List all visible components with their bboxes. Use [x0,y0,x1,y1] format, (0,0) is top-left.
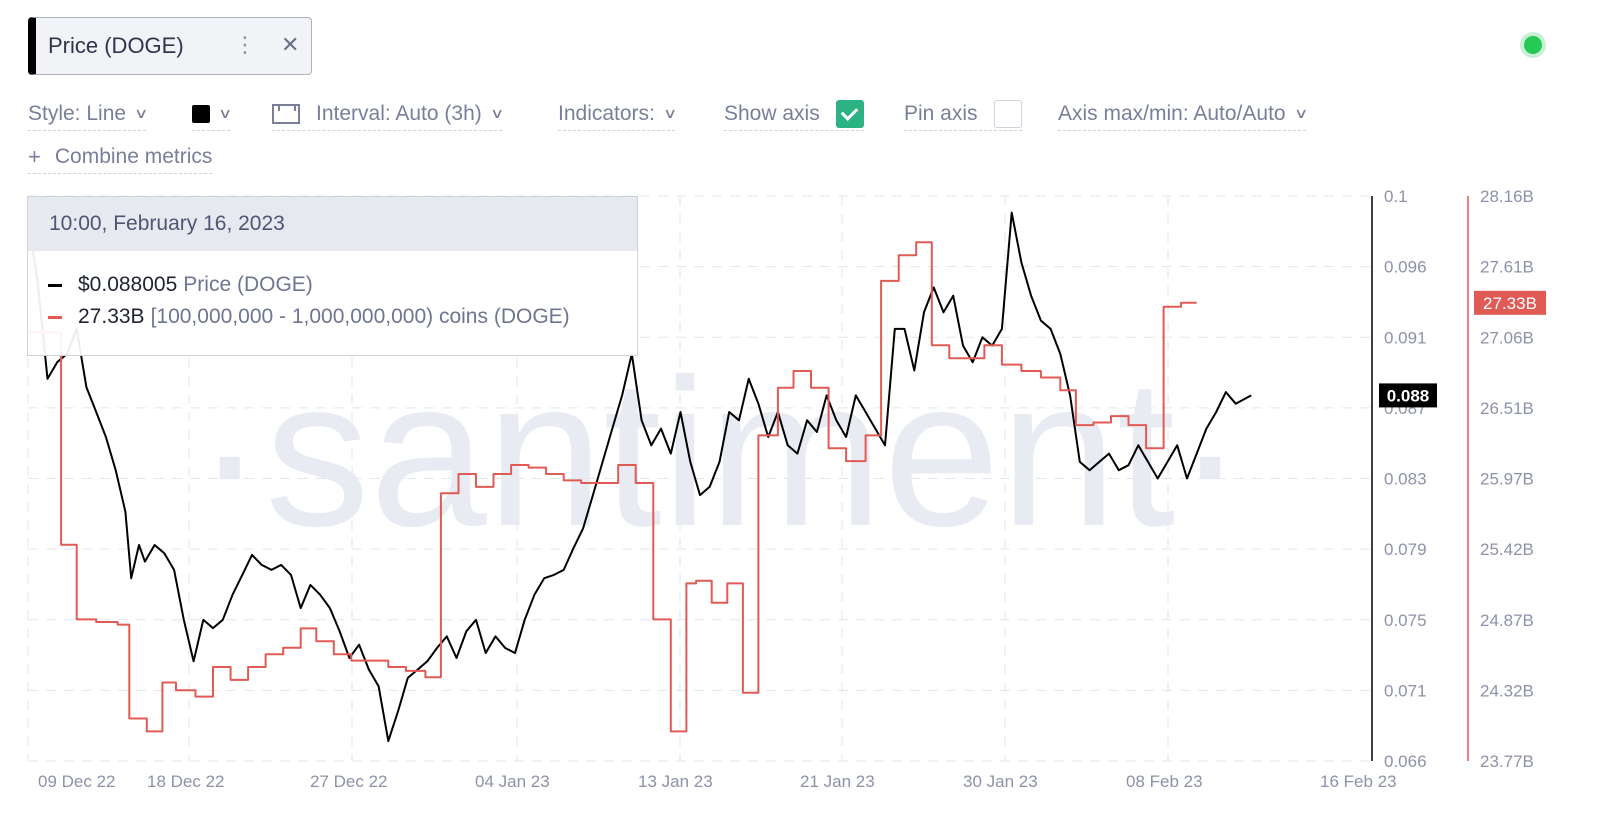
x-tick-label: 09 Dec 22 [38,772,116,791]
chevron-down-icon: ∨ [662,105,678,121]
chevron-down-icon: ∨ [1293,105,1308,121]
tooltip-price-value: $0.088005 [78,273,178,296]
tooltip-row-holders: 27.33B [100,000,000 - 1,000,000,000) coi… [48,305,570,329]
price-tick-label: 0.075 [1384,611,1427,630]
holders-tick-label: 23.77B [1480,752,1534,771]
holders-tick-label: 27.06B [1480,328,1534,347]
combine-metrics-label: Combine metrics [54,144,213,168]
price-tick-label: 0.1 [1384,187,1408,206]
indicators-dropdown-label: Indicators: [558,101,655,125]
tooltip-holders-value: 27.33B [78,305,145,328]
price-tick-label: 0.071 [1384,681,1427,700]
x-tick-label: 21 Jan 23 [800,772,875,791]
interval-dropdown-label: Interval: Auto (3h) [316,101,482,125]
chart-tooltip: 10:00, February 16, 2023 $0.088005 Price… [27,196,638,356]
holders-current-label: 27.33B [1483,294,1537,313]
interval-dropdown[interactable]: Interval: Auto (3h) ∨ [272,97,505,131]
tooltip-holders-name: [100,000,000 - 1,000,000,000) coins (DOG… [150,305,570,328]
price-tick-label: 0.083 [1384,470,1427,489]
price-tick-label: 0.079 [1384,540,1427,559]
price-current-label: 0.088 [1387,386,1430,405]
holders-tick-label: 28.16B [1480,187,1534,206]
combine-metrics-button[interactable]: + Combine metrics [28,140,213,174]
series-color-marker [48,315,62,319]
x-tick-label: 16 Feb 23 [1320,772,1397,791]
live-status-icon [1524,36,1542,54]
pin-axis-checkbox[interactable] [993,99,1022,128]
x-tick-label: 27 Dec 22 [310,772,388,791]
plus-icon: + [28,143,41,169]
tooltip-price-name: Price (DOGE) [183,273,313,296]
x-tick-label: 08 Feb 23 [1126,772,1203,791]
tooltip-row-price: $0.088005 Price (DOGE) [48,273,313,297]
holders-current-badge [1474,290,1546,315]
show-axis-checkbox[interactable] [835,99,864,128]
price-tick-label: 0.066 [1384,752,1427,771]
holders-tick-label: 24.87B [1480,611,1534,630]
holders-tick-label: 24.32B [1480,681,1534,700]
price-tick-label: 0.096 [1384,258,1427,277]
color-dropdown[interactable]: ∨ [192,97,233,131]
x-tick-label: 30 Jan 23 [963,772,1038,791]
metric-tag-label: Price (DOGE) [48,33,184,58]
indicators-dropdown[interactable]: Indicators: ∨ [558,97,678,131]
holders-tick-label: 25.42B [1480,540,1534,559]
color-swatch [192,104,210,123]
holders-tick-label: 25.97B [1480,470,1534,489]
tooltip-datetime: 10:00, February 16, 2023 [28,197,637,251]
chart-axes: 09 Dec 22 18 Dec 22 27 Dec 22 04 Jan 23 13 J… [38,187,1546,791]
close-icon[interactable]: ✕ [281,32,300,57]
axis-maxmin-label: Axis max/min: Auto/Auto [1058,101,1286,125]
santiment-watermark: ·santiment· [195,335,1245,570]
show-axis-toggle[interactable]: Show axis [724,97,864,131]
chevron-down-icon: ∨ [489,105,505,121]
pin-axis-label: Pin axis [904,101,978,125]
price-current-badge [1379,383,1437,408]
holders-tick-label: 27.61B [1480,258,1534,277]
chevron-down-icon: ∨ [134,105,149,121]
show-axis-label: Show axis [724,101,820,125]
x-tick-label: 18 Dec 22 [147,772,225,791]
style-dropdown-label: Style: Line [28,101,127,125]
chevron-down-icon: ∨ [217,105,233,121]
pin-axis-toggle[interactable]: Pin axis [904,97,1022,131]
metric-tag-price-doge[interactable]: Price (DOGE) ⋮ ✕ [28,17,312,75]
axis-maxmin-dropdown[interactable]: Axis max/min: Auto/Auto ∨ [1058,97,1308,131]
series-color-marker [48,283,62,287]
chart-grid [27,195,1372,762]
style-dropdown[interactable]: Style: Line ∨ [28,97,149,131]
holders-series-line [28,241,1197,733]
price-tick-label: 0.091 [1384,328,1427,347]
ruler-icon [272,103,300,124]
x-tick-label: 13 Jan 23 [638,772,713,791]
holders-tick-label: 26.51B [1480,399,1534,418]
more-vertical-icon[interactable]: ⋮ [234,32,256,57]
x-tick-label: 04 Jan 23 [475,772,550,791]
